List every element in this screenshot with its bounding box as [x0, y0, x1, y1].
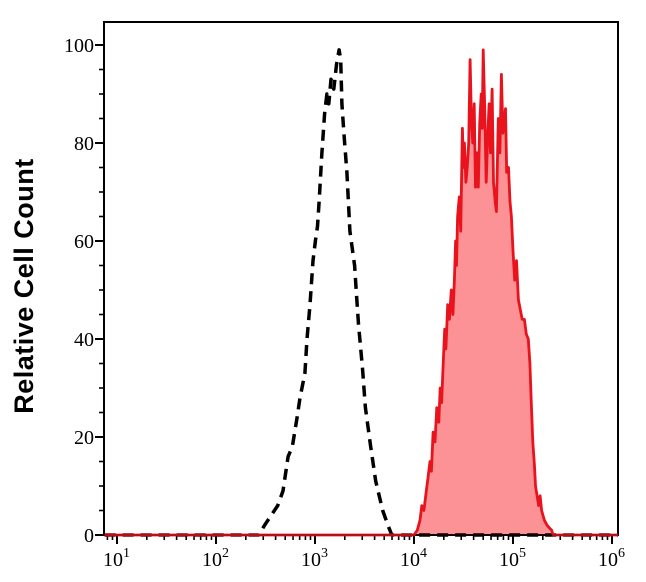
- plot-frame-layer: [103, 21, 619, 536]
- x-tick-label-1e1: 101: [103, 546, 130, 571]
- y-tick-label-60: 60: [74, 231, 94, 253]
- axis-tick-labels-layer: 101 102 103 104 105 106 0 20 40 60 80 100: [64, 35, 625, 571]
- series-fill-stained-sample: [104, 49, 619, 536]
- x-tick-label-1e5: 105: [499, 546, 526, 571]
- x-tick-label-1e2: 102: [202, 546, 229, 571]
- y-tick-label-100: 100: [64, 35, 94, 57]
- series-line-stained-sample: [104, 48, 618, 537]
- y-axis-title: Relative Cell Count: [9, 158, 39, 414]
- x-tick-label-1e4: 104: [400, 546, 427, 571]
- x-tick-label-1e3: 103: [301, 546, 328, 571]
- plot-frame: [103, 21, 619, 536]
- series-line-unstained-control: [104, 48, 618, 537]
- y-tick-label-20: 20: [74, 427, 94, 449]
- series-lines-layer: [104, 48, 618, 537]
- y-tick-label-80: 80: [74, 133, 94, 155]
- y-tick-label-0: 0: [84, 525, 94, 547]
- series-fills-layer: [104, 49, 619, 536]
- x-tick-label-1e6: 106: [598, 546, 625, 571]
- y-tick-label-40: 40: [74, 329, 94, 351]
